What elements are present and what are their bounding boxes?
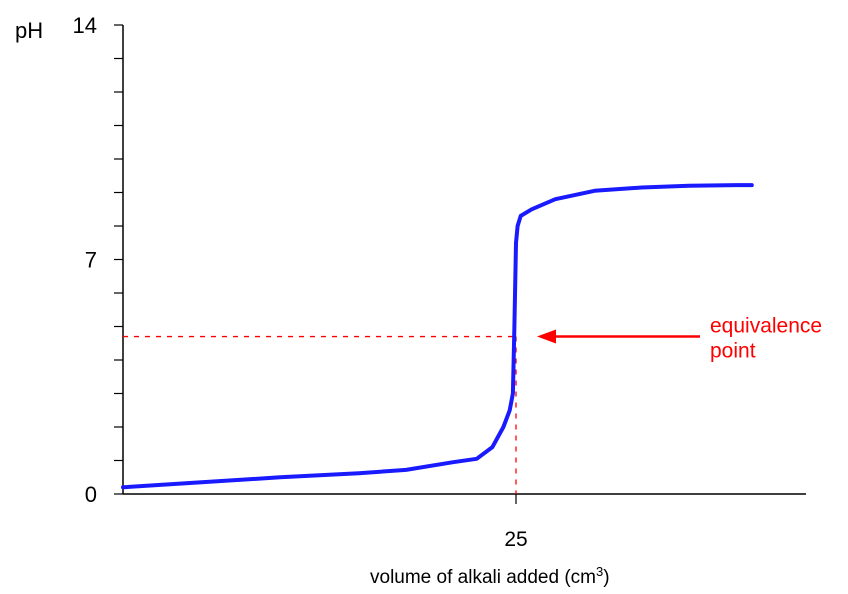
axes <box>122 25 806 495</box>
x-ticks: 25 <box>504 494 528 551</box>
y-tick-label-7: 7 <box>85 248 97 273</box>
x-axis-label: volume of alkali added (cm3) <box>370 564 610 588</box>
annotation-label-line-2: point <box>710 340 756 363</box>
y-tick-label-14: 14 <box>73 13 97 38</box>
equivalence-guides <box>123 335 517 494</box>
y-tick-label-0: 0 <box>85 482 97 507</box>
series-line-1 <box>121 183 754 490</box>
x-tick-label-25: 25 <box>504 528 527 551</box>
annotation-arrow-head <box>537 329 556 344</box>
y-ticks: 0 7 14 <box>73 13 123 507</box>
annotation-label-line-1: equivalence <box>710 315 822 338</box>
x-axis-label-main: volume of alkali added (cm <box>370 567 596 588</box>
y-axis-label: pH <box>15 18 43 43</box>
x-axis-label-superscript: 3 <box>596 564 603 579</box>
x-axis-label-suffix: ) <box>603 567 609 588</box>
series-layer <box>121 183 754 490</box>
